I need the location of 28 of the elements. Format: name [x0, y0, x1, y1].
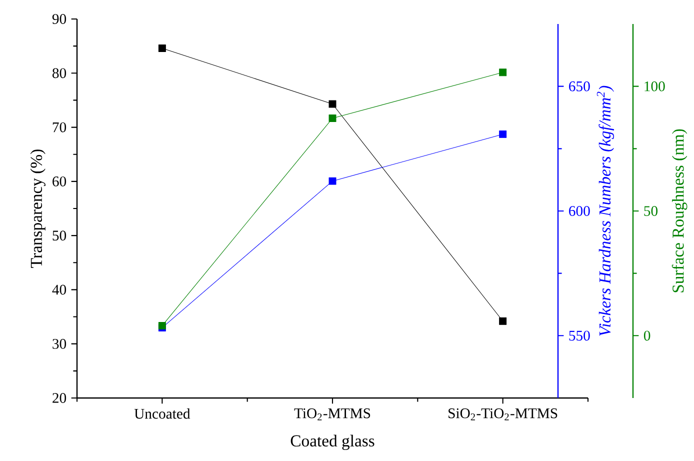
- y3-tick-label: 50: [644, 206, 658, 216]
- y-tick-label: 40: [52, 284, 66, 295]
- y2-axis-title: Vickers Hardness Numbers (kgf/mm$^{2}$): [596, 86, 614, 336]
- y2-tick-label: 550: [569, 330, 590, 341]
- x-axis-title: Coated glass: [290, 434, 374, 450]
- point: [328, 114, 336, 122]
- x-tick-label: Uncoated: [134, 408, 190, 419]
- y-tick-label: 20: [52, 393, 66, 403]
- point: [158, 44, 166, 52]
- point: [499, 130, 507, 138]
- point: [328, 177, 336, 185]
- y2-tick-label: 650: [569, 81, 590, 92]
- y-tick-label: 70: [52, 122, 66, 132]
- point: [499, 317, 507, 325]
- y-axis-title: Transparency (%): [30, 150, 46, 268]
- y-tick-label: 90: [52, 14, 66, 24]
- y-tick-label: 60: [52, 176, 66, 186]
- y3-tick-label: 0: [644, 330, 650, 341]
- point: [328, 100, 336, 108]
- y-tick-label: 50: [52, 230, 66, 241]
- y3-tick-label: 100: [644, 81, 665, 92]
- y-tick-label: 30: [52, 338, 66, 349]
- y-tick-label: 80: [52, 68, 66, 78]
- x-tick-label: TiO$_{2}$-MTMS: [294, 408, 370, 420]
- y3-axis-title: Surface Roughness (nm): [672, 129, 688, 292]
- x-tick-label: SiO$_{2}$-TiO$_{2}$-MTMS: [448, 408, 558, 420]
- y2-tick-label: 600: [569, 206, 590, 216]
- point: [499, 68, 507, 76]
